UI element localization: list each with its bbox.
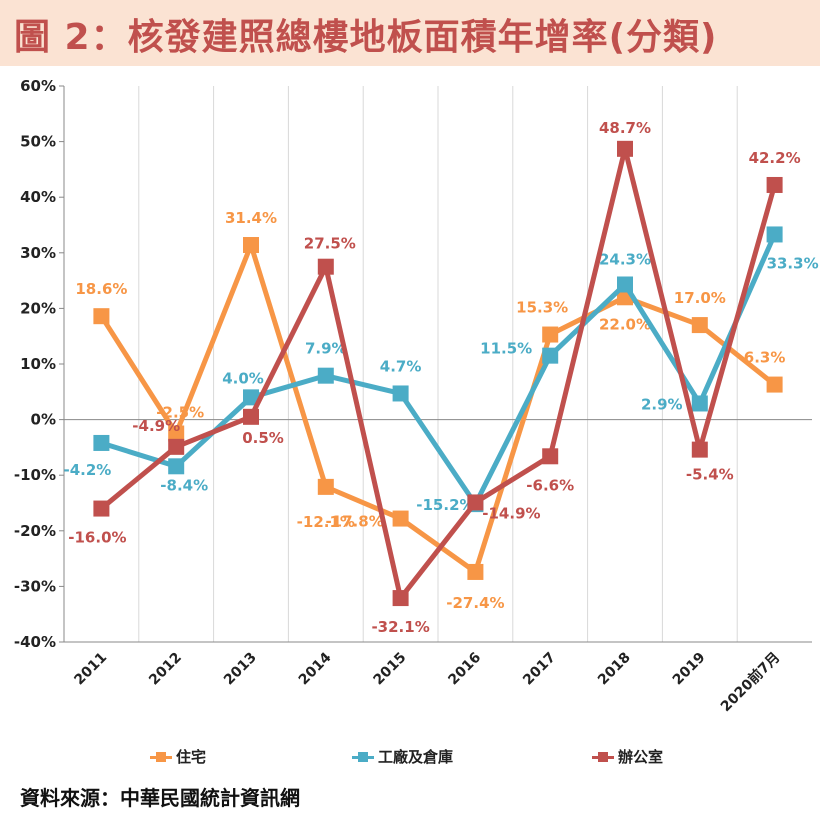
y-tick-label: 40% xyxy=(20,188,56,206)
data-label: 17.0% xyxy=(674,289,726,307)
data-point xyxy=(542,347,559,364)
data-label: 2.9% xyxy=(641,395,683,413)
data-point xyxy=(93,308,110,325)
data-point xyxy=(243,237,259,254)
data-label: -32.1% xyxy=(371,618,429,636)
data-label: -14.9% xyxy=(482,504,540,522)
data-point xyxy=(691,395,708,412)
data-point xyxy=(542,448,559,465)
legend-label-office: 辦公室 xyxy=(618,748,664,766)
data-point xyxy=(93,434,110,451)
data-label: -12.1% xyxy=(297,513,355,531)
data-point xyxy=(392,510,409,527)
y-tick-label: 60% xyxy=(20,77,56,95)
legend-label-housing: 住宅 xyxy=(176,748,207,766)
data-label: -17.8% xyxy=(325,513,383,531)
data-point xyxy=(317,258,334,275)
legend-label-factory: 工廠及倉庫 xyxy=(378,748,454,766)
data-point xyxy=(392,590,409,607)
data-point xyxy=(691,317,708,334)
data-label: 27.5% xyxy=(304,235,356,253)
y-tick-label: -30% xyxy=(14,577,56,595)
data-label: 4.7% xyxy=(380,357,422,375)
x-tick-label: 2015 xyxy=(371,650,410,689)
y-tick-label: 0% xyxy=(31,411,56,429)
x-tick-label: 2011 xyxy=(71,650,110,689)
y-tick-label: 30% xyxy=(20,244,56,262)
data-label: -16.0% xyxy=(68,529,126,547)
data-point xyxy=(766,176,783,193)
x-tick-label: 2013 xyxy=(221,650,260,689)
chart-title: 圖 2：核發建照總樓地板面積年增率(分類) xyxy=(14,17,718,58)
data-label: 48.7% xyxy=(599,119,651,137)
data-label: 11.5% xyxy=(480,340,532,358)
data-point xyxy=(766,376,783,393)
y-tick-label: -10% xyxy=(14,466,56,484)
legend-swatch-factory xyxy=(352,751,374,763)
data-label: 42.2% xyxy=(749,149,801,167)
data-label: 15.3% xyxy=(516,299,568,317)
data-label: 24.3% xyxy=(599,250,651,268)
legend-swatch-housing xyxy=(150,751,172,763)
data-label: -4.2% xyxy=(63,461,111,479)
data-label: -4.9% xyxy=(132,417,180,435)
y-tick-label: -40% xyxy=(14,633,56,651)
x-tick-label: 2020前7月 xyxy=(717,649,783,715)
y-tick-label: 20% xyxy=(20,299,56,317)
data-point xyxy=(691,441,708,458)
x-tick-label: 2018 xyxy=(595,650,634,689)
data-label: 33.3% xyxy=(767,254,819,272)
series-line-2 xyxy=(99,146,778,601)
data-point xyxy=(168,458,185,475)
data-point xyxy=(168,425,185,442)
data-label: 18.6% xyxy=(75,280,127,298)
data-label: -27.4% xyxy=(446,594,504,612)
data-label: -8.4% xyxy=(160,476,208,494)
data-label: 22.0% xyxy=(599,315,651,333)
data-point xyxy=(542,326,559,343)
data-label: -2.5% xyxy=(156,404,204,422)
series-line-0 xyxy=(99,242,777,575)
data-point xyxy=(467,563,484,580)
data-point xyxy=(243,389,259,406)
x-tick-label: 2012 xyxy=(146,650,185,689)
data-label: -5.4% xyxy=(686,466,734,484)
legend-item-factory: 工廠及倉庫 xyxy=(352,746,453,767)
data-label: 0.5% xyxy=(242,429,284,447)
data-point xyxy=(617,140,633,157)
data-point xyxy=(766,226,783,243)
data-point xyxy=(317,478,334,495)
x-tick-label: 2019 xyxy=(670,650,709,689)
data-point xyxy=(617,276,633,293)
legend-item-office: 辦公室 xyxy=(592,746,663,767)
y-tick-label: 10% xyxy=(20,355,56,373)
data-label: 31.4% xyxy=(225,209,277,227)
y-tick-label: -20% xyxy=(14,522,56,540)
title-bar: 圖 2：核發建照總樓地板面積年增率(分類) xyxy=(0,0,820,66)
data-label: 6.3% xyxy=(744,349,786,367)
data-label: 7.9% xyxy=(305,340,347,358)
data-label: -6.6% xyxy=(526,476,574,494)
legend: 住宅 工廠及倉庫 辦公室 xyxy=(0,746,820,770)
data-label: 4.0% xyxy=(222,369,264,387)
data-point xyxy=(392,385,409,402)
legend-item-housing: 住宅 xyxy=(150,746,206,767)
y-tick-label: 50% xyxy=(20,133,56,151)
x-tick-label: 2017 xyxy=(520,650,559,689)
data-point xyxy=(243,408,259,425)
data-point xyxy=(93,500,110,517)
data-point xyxy=(467,494,484,511)
x-tick-label: 2014 xyxy=(296,649,335,688)
x-tick-label: 2016 xyxy=(445,650,484,689)
data-point xyxy=(168,438,185,455)
source-note: 資料來源：中華民國統計資訊網 xyxy=(20,786,300,810)
data-label: -15.2% xyxy=(416,496,474,514)
legend-swatch-office xyxy=(592,751,614,763)
data-point xyxy=(317,367,334,384)
